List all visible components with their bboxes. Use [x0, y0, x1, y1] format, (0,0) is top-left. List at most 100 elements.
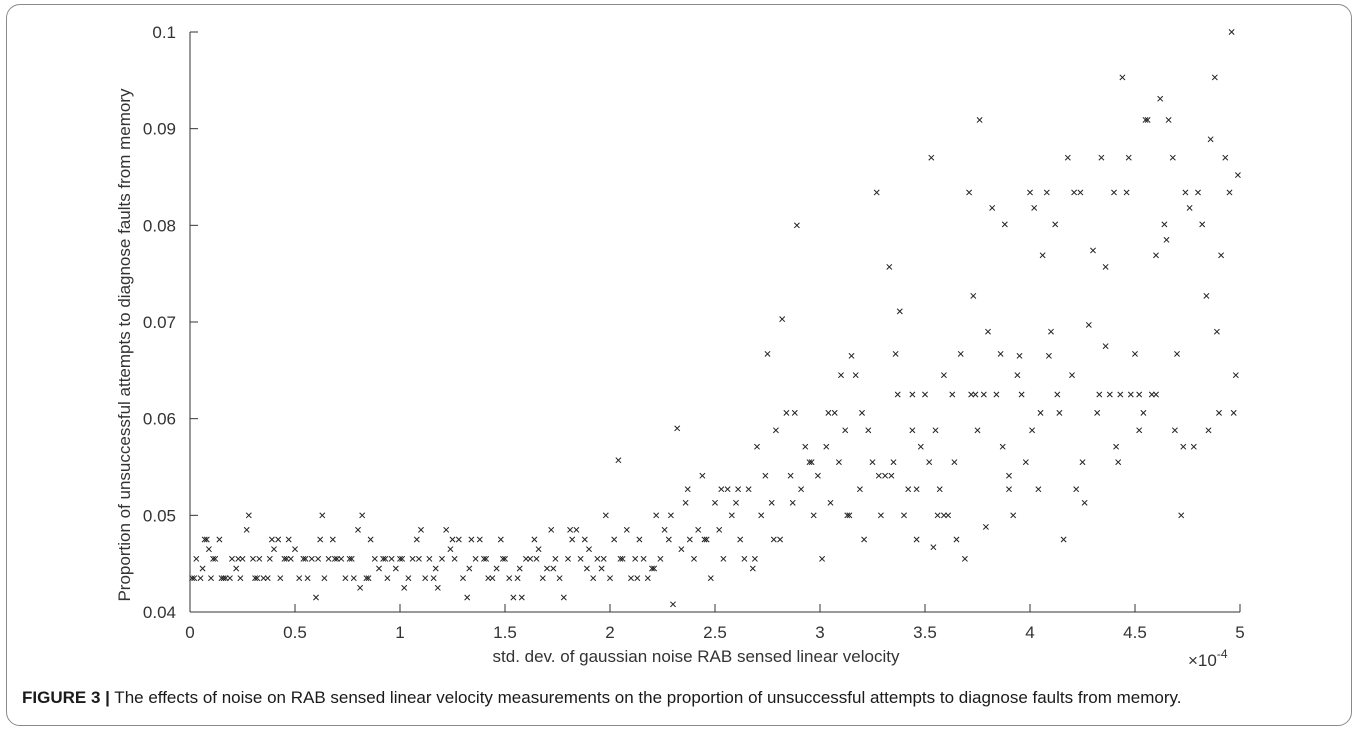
- data-point: [399, 555, 406, 562]
- data-point: [1127, 391, 1134, 398]
- data-point: [567, 526, 574, 533]
- data-point: [264, 575, 271, 582]
- data-point: [1165, 117, 1172, 123]
- data-point: [586, 546, 592, 553]
- data-point: [640, 555, 647, 562]
- data-point: [823, 443, 830, 450]
- data-point: [254, 575, 261, 582]
- caption-text: The effects of noise on RAB sensed linea…: [109, 688, 1182, 707]
- data-point: [287, 555, 294, 562]
- data-point: [308, 555, 315, 562]
- data-point: [243, 526, 250, 533]
- data-point: [1171, 427, 1178, 434]
- data-point: [514, 575, 521, 582]
- data-point: [560, 594, 567, 601]
- data-point: [485, 575, 492, 582]
- x-tick-label: 4.5: [1123, 623, 1147, 642]
- data-point: [235, 555, 242, 562]
- data-point: [976, 117, 983, 123]
- x-tick-label: 1.5: [493, 623, 517, 642]
- data-point: [556, 575, 563, 582]
- data-point: [189, 575, 196, 582]
- data-point: [665, 536, 672, 543]
- data-point: [250, 555, 256, 562]
- data-point: [1018, 391, 1025, 398]
- data-point: [1094, 409, 1101, 416]
- data-point: [1234, 172, 1241, 179]
- data-point: [686, 536, 693, 543]
- data-point: [233, 565, 240, 572]
- data-point: [367, 536, 374, 543]
- data-point: [439, 555, 445, 562]
- data-point: [724, 486, 731, 493]
- data-point: [1216, 409, 1222, 416]
- data-point: [1106, 391, 1113, 398]
- y-tick-label: 0.1: [152, 23, 176, 42]
- data-point: [764, 350, 771, 357]
- data-point: [317, 536, 324, 543]
- data-point: [245, 512, 252, 519]
- data-point: [1144, 117, 1151, 123]
- data-point: [569, 536, 576, 543]
- data-point: [510, 594, 517, 601]
- data-point: [1190, 443, 1197, 450]
- data-point: [304, 575, 311, 582]
- data-point: [1123, 189, 1130, 196]
- data-point: [846, 512, 853, 519]
- data-point: [754, 443, 760, 450]
- data-point: [667, 512, 674, 519]
- data-point: [649, 565, 655, 572]
- data-point: [825, 409, 832, 416]
- data-point: [1148, 391, 1155, 398]
- data-point: [623, 526, 630, 533]
- x-tick-label: 3.5: [913, 623, 937, 642]
- data-point: [1102, 263, 1109, 270]
- data-point: [1117, 391, 1124, 398]
- data-point: [661, 526, 668, 533]
- data-point: [483, 555, 490, 562]
- data-point: [1186, 204, 1193, 211]
- data-point: [252, 575, 259, 582]
- data-point: [806, 459, 813, 466]
- data-point: [749, 565, 756, 572]
- data-point: [397, 555, 403, 562]
- data-point: [835, 459, 842, 466]
- data-point: [844, 512, 851, 519]
- data-point: [619, 555, 626, 562]
- data-point: [789, 499, 796, 506]
- data-point: [972, 391, 979, 398]
- data-point: [371, 555, 378, 562]
- data-point: [936, 486, 943, 493]
- data-point: [296, 575, 303, 582]
- data-point: [384, 575, 391, 582]
- data-point: [527, 555, 534, 562]
- data-point: [842, 427, 849, 434]
- y-tick-label: 0.08: [143, 216, 176, 235]
- data-point: [1226, 189, 1233, 196]
- data-point: [707, 575, 714, 582]
- data-point: [573, 526, 580, 533]
- data-point: [1232, 372, 1239, 379]
- data-point: [1153, 391, 1159, 398]
- data-point: [1048, 328, 1054, 335]
- figure-frame: [6, 4, 1352, 726]
- data-point: [590, 575, 597, 582]
- data-points: [189, 29, 1241, 608]
- data-point: [1090, 247, 1096, 254]
- data-point: [1079, 459, 1086, 466]
- data-point: [281, 555, 288, 562]
- data-point: [552, 555, 559, 562]
- data-point: [712, 499, 718, 506]
- data-point: [1056, 409, 1063, 416]
- data-point: [779, 316, 786, 323]
- data-point: [1022, 459, 1029, 466]
- data-point: [993, 391, 1000, 398]
- data-point: [1035, 486, 1042, 493]
- data-point: [1006, 472, 1012, 479]
- data-point: [548, 526, 555, 533]
- data-point: [1132, 350, 1138, 357]
- data-point: [1178, 512, 1185, 519]
- data-point: [1039, 252, 1046, 259]
- data-point: [783, 409, 790, 416]
